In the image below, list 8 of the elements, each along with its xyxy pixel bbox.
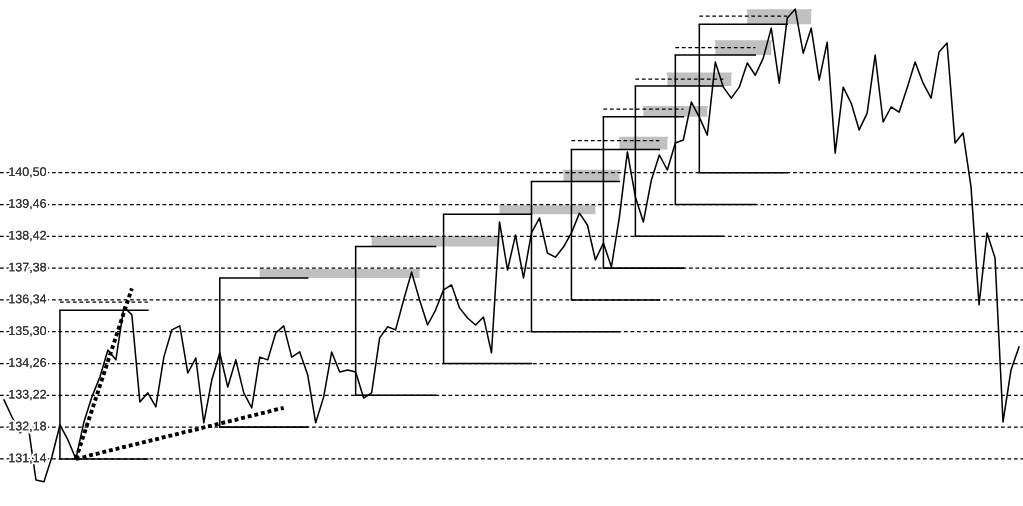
y-tick-label: 138,42 bbox=[9, 230, 46, 242]
y-tick-label: 136,34 bbox=[9, 294, 47, 305]
y-tick-label: 139,46 bbox=[9, 199, 47, 210]
y-tick-label: 134,26 bbox=[9, 358, 47, 369]
y-tick-label: 135,30 bbox=[9, 326, 47, 337]
y-tick-label: 133,22 bbox=[9, 389, 46, 401]
y-tick-label: 137,38 bbox=[9, 262, 47, 273]
y-tick-label: 140,50 bbox=[9, 167, 47, 178]
